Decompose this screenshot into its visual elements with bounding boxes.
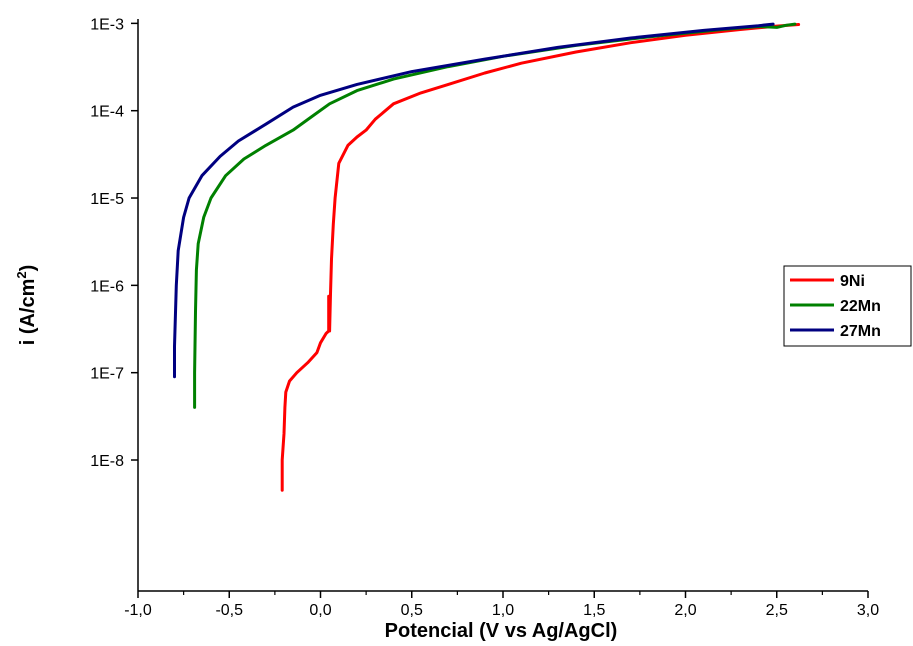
y-tick-label: 1E-5	[90, 191, 124, 208]
series-line-22mn	[193, 22, 797, 409]
x-tick-label: 0,5	[401, 602, 423, 619]
series-line-27mn	[173, 22, 775, 379]
y-axis-label-base: i (A/cm	[17, 279, 39, 346]
legend-label-27mn: 27Mn	[840, 323, 881, 340]
legend: 9Ni 22Mn 27Mn	[783, 265, 912, 347]
x-tick-label: 0,0	[309, 602, 331, 619]
y-tick-label: 1E-3	[90, 16, 124, 33]
x-tick-label: 2,5	[766, 602, 788, 619]
y-tick-label: 1E-6	[90, 278, 124, 295]
x-ticks: -1,0 -0,5 0,0 0,5 1,0 1,5 2,0 2,5 3,0	[124, 591, 879, 619]
axes-layer	[137, 19, 868, 592]
plot-lines	[173, 22, 801, 492]
legend-label-22mn: 22Mn	[840, 298, 881, 315]
x-tick-label: -0,5	[215, 602, 243, 619]
y-tick-label: 1E-8	[90, 453, 124, 470]
x-tick-label: -1,0	[124, 602, 152, 619]
x-tick-label: 3,0	[857, 602, 879, 619]
y-ticks: 1E-3 1E-4 1E-5 1E-6 1E-7 1E-8	[90, 16, 138, 470]
x-tick-label: 1,5	[583, 602, 605, 619]
y-axis-label: i (A/cm2)	[14, 265, 39, 346]
x-tick-label: 1,0	[492, 602, 514, 619]
x-tick-label: 2,0	[674, 602, 696, 619]
x-axis-label: Potencial (V vs Ag/AgCl)	[385, 620, 618, 641]
y-tick-label: 1E-7	[90, 366, 124, 383]
y-axis-label-close: )	[17, 265, 39, 272]
series-line-9ni	[280, 23, 801, 492]
legend-label-9ni: 9Ni	[840, 273, 865, 290]
y-axis-label-superscript: 2	[14, 271, 29, 278]
y-tick-label: 1E-4	[90, 104, 124, 121]
